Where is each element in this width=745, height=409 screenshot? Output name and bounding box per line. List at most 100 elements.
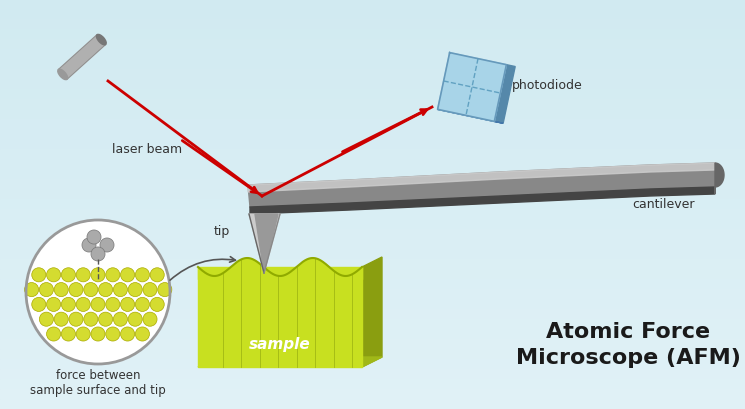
Circle shape — [54, 283, 69, 297]
Circle shape — [100, 238, 114, 252]
Circle shape — [106, 268, 120, 282]
Bar — [0, 180, 745, 189]
Circle shape — [26, 220, 170, 364]
Bar — [0, 120, 745, 130]
Polygon shape — [248, 164, 715, 193]
Bar — [0, 329, 745, 339]
Bar — [0, 100, 745, 110]
Polygon shape — [250, 188, 715, 214]
Circle shape — [25, 283, 39, 297]
Circle shape — [69, 312, 83, 326]
Circle shape — [113, 312, 127, 326]
Bar — [0, 309, 745, 319]
Circle shape — [54, 312, 69, 326]
Ellipse shape — [96, 35, 107, 46]
Polygon shape — [198, 357, 382, 367]
Circle shape — [150, 268, 164, 282]
Bar — [0, 379, 745, 389]
Circle shape — [87, 230, 101, 245]
Polygon shape — [495, 65, 516, 124]
Bar — [0, 170, 745, 180]
Bar — [0, 279, 745, 289]
Bar — [0, 270, 745, 279]
Bar — [0, 249, 745, 259]
Text: laser beam: laser beam — [112, 143, 182, 156]
Ellipse shape — [58, 70, 68, 81]
Circle shape — [91, 268, 105, 282]
Bar — [0, 229, 745, 239]
Bar — [0, 389, 745, 399]
Bar — [0, 220, 745, 229]
Bar — [0, 60, 745, 70]
Circle shape — [46, 327, 60, 341]
Circle shape — [82, 238, 96, 252]
Polygon shape — [437, 54, 507, 122]
Bar — [0, 209, 745, 220]
Circle shape — [69, 283, 83, 297]
Circle shape — [46, 268, 60, 282]
Bar — [0, 80, 745, 90]
Circle shape — [39, 312, 54, 326]
Polygon shape — [437, 110, 503, 124]
Text: Atomic Force
Microscope (AFM): Atomic Force Microscope (AFM) — [516, 321, 741, 367]
Bar — [0, 289, 745, 299]
Bar — [0, 10, 745, 20]
Circle shape — [46, 298, 60, 312]
Bar — [0, 359, 745, 369]
Bar — [0, 319, 745, 329]
Circle shape — [83, 312, 98, 326]
Bar — [0, 139, 745, 150]
Bar — [0, 50, 745, 60]
Bar — [0, 200, 745, 209]
Bar — [0, 189, 745, 200]
Circle shape — [136, 327, 150, 341]
Circle shape — [91, 327, 105, 341]
Text: force between
sample surface and tip: force between sample surface and tip — [30, 368, 166, 396]
Bar — [0, 0, 745, 10]
Bar — [0, 110, 745, 120]
Circle shape — [39, 283, 54, 297]
Circle shape — [143, 312, 157, 326]
Circle shape — [91, 298, 105, 312]
Bar — [0, 339, 745, 349]
Circle shape — [32, 298, 46, 312]
Circle shape — [150, 298, 164, 312]
Bar — [0, 299, 745, 309]
Circle shape — [121, 268, 135, 282]
Bar — [0, 239, 745, 249]
Bar — [0, 349, 745, 359]
Circle shape — [76, 327, 90, 341]
Polygon shape — [715, 164, 724, 195]
Bar — [0, 70, 745, 80]
Polygon shape — [58, 36, 106, 80]
Circle shape — [121, 327, 135, 341]
Circle shape — [113, 283, 127, 297]
Circle shape — [143, 283, 157, 297]
Circle shape — [32, 268, 46, 282]
Bar — [0, 90, 745, 100]
Bar — [0, 150, 745, 160]
Circle shape — [61, 298, 75, 312]
Text: tip: tip — [214, 225, 230, 238]
Text: cantilever: cantilever — [632, 198, 694, 211]
Circle shape — [136, 268, 150, 282]
Circle shape — [61, 268, 75, 282]
Circle shape — [158, 283, 172, 297]
Bar — [0, 369, 745, 379]
Circle shape — [98, 312, 112, 326]
Circle shape — [121, 298, 135, 312]
Circle shape — [106, 298, 120, 312]
Circle shape — [76, 298, 90, 312]
Bar — [0, 30, 745, 40]
Circle shape — [76, 268, 90, 282]
Polygon shape — [198, 267, 362, 367]
Circle shape — [106, 327, 120, 341]
Bar — [0, 20, 745, 30]
Bar — [0, 160, 745, 170]
Bar — [0, 259, 745, 270]
Circle shape — [61, 327, 75, 341]
Circle shape — [128, 312, 142, 326]
Polygon shape — [255, 214, 278, 273]
Circle shape — [83, 283, 98, 297]
Circle shape — [128, 283, 142, 297]
